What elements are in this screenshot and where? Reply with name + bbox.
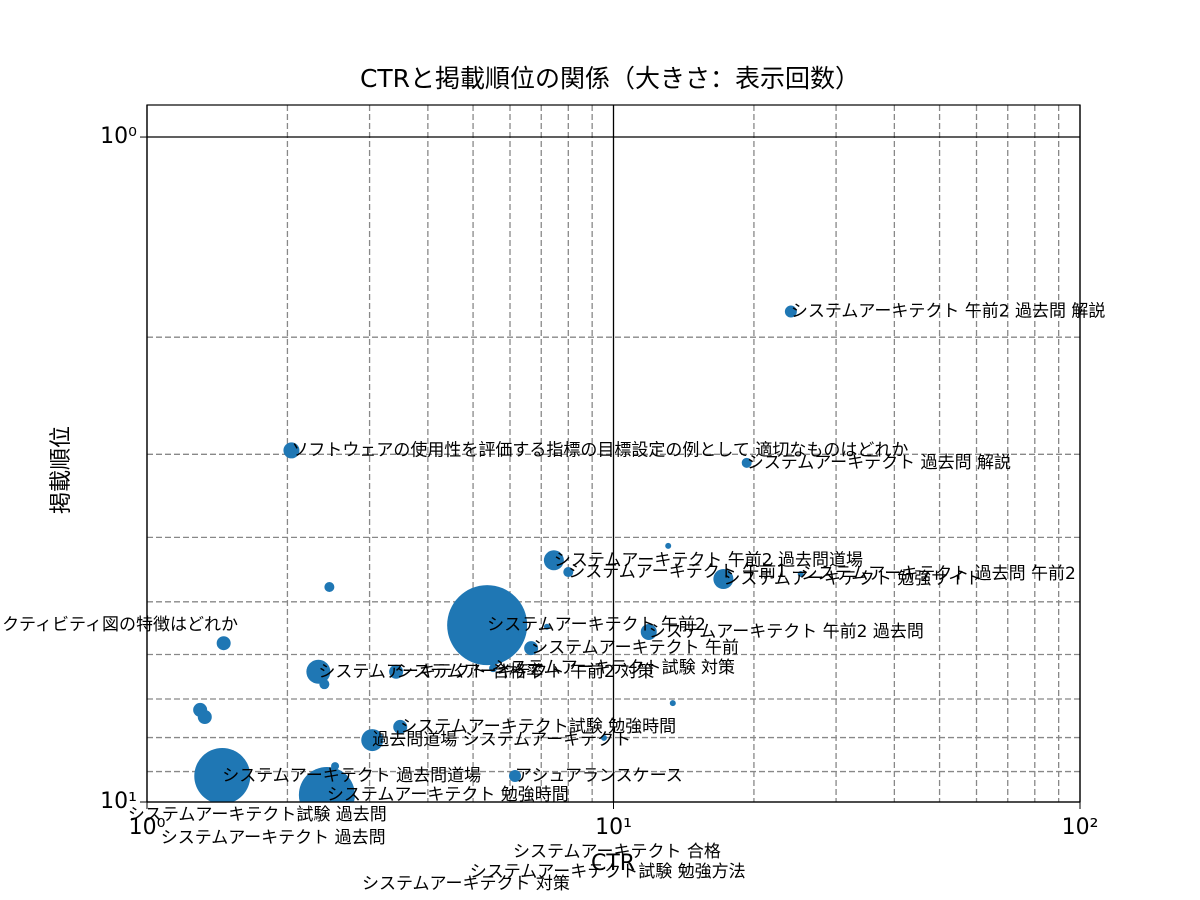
point: [447, 585, 528, 666]
point-label: システムアーキテクト 対策: [362, 874, 570, 894]
point-label: システムアーキテクト 過去問 解説: [747, 453, 1011, 473]
point: [563, 567, 574, 578]
y-tick-label: 10⁰: [100, 124, 137, 149]
point: [524, 641, 539, 656]
point-label: 過去問道場 システムアーキテクト: [372, 730, 631, 750]
point-label: システムアーキテクト 午前2 過去問 解説: [791, 302, 1106, 322]
points: [193, 305, 804, 802]
point-label: システムアーキテクト 午前: [531, 638, 739, 658]
point: [543, 623, 550, 630]
point-label: ソフトウェアの使用性を評価する指標の目標設定の例として 適切なものはどれか: [291, 439, 908, 460]
point: [389, 664, 404, 679]
point-label: システムアーキテクト 午前2 過去問道場: [554, 550, 863, 570]
point-label: システムアーキテクト 合格率: [318, 662, 543, 682]
y-axis-label: 掲載順位: [49, 426, 74, 514]
point-label: システムアーキテクト 午前2 過去問: [649, 622, 924, 642]
point: [543, 550, 564, 571]
point-label: システムアーキテクト 勉強サイト: [723, 569, 982, 589]
point: [665, 542, 672, 549]
point: [640, 623, 657, 640]
point-label: システムアーキテクト 勉強時間: [327, 785, 569, 805]
point: [797, 570, 804, 577]
point: [509, 770, 522, 783]
point-label: システムアーキテクト 午前2 対策: [396, 662, 654, 682]
point: [393, 719, 408, 734]
point: [669, 700, 676, 707]
point-label: システムアーキテクト 過去問: [161, 828, 386, 848]
point-label: システムアーキテクト試験 勉強方法: [470, 862, 746, 882]
point: [319, 679, 330, 690]
point: [197, 709, 212, 724]
point-label: システムアーキテクト試験 過去問: [128, 805, 387, 825]
x-axis-label: CTR: [591, 851, 635, 876]
x-tick-label: 10⁰: [129, 815, 166, 840]
point-label: システムアーキテクト 午前2: [487, 615, 706, 635]
point: [306, 659, 331, 684]
point-label: システムアーキテクト 過去問道場: [222, 766, 481, 786]
x-tick-label: 10²: [1062, 815, 1099, 840]
point: [216, 636, 231, 651]
point-label: アシュアランスケース: [515, 766, 683, 786]
plot-frame: [146, 104, 1081, 803]
chart-title: CTRと掲載順位の関係（大きさ：表示回数）: [360, 64, 860, 93]
point: [324, 582, 335, 593]
point: [361, 729, 384, 752]
point-label: システムアーキテクト試験 勉強時間: [400, 717, 676, 737]
point-label: システムアーキテクト 過去問 午前2: [801, 564, 1076, 584]
point: [489, 664, 498, 673]
point-label: クティビティ図の特徴はどれか: [2, 615, 238, 635]
point-label: システムアーキテクト 合格: [513, 842, 721, 862]
point-label: システムアーキテクト 午前1: [568, 562, 787, 582]
point-labels: システムアーキテクト 午前2 過去問 解説ソフトウェアの使用性を評価する指標の目…: [2, 302, 1105, 894]
point: [784, 305, 797, 318]
point: [713, 568, 734, 589]
point: [600, 734, 607, 741]
point-label: システムアーキテクト試験 対策: [493, 658, 735, 678]
point: [194, 748, 251, 802]
x-tick-label: 10¹: [595, 815, 632, 840]
point: [283, 442, 300, 459]
point: [741, 457, 752, 468]
y-tick-label: 10¹: [100, 789, 137, 814]
point: [298, 766, 355, 802]
